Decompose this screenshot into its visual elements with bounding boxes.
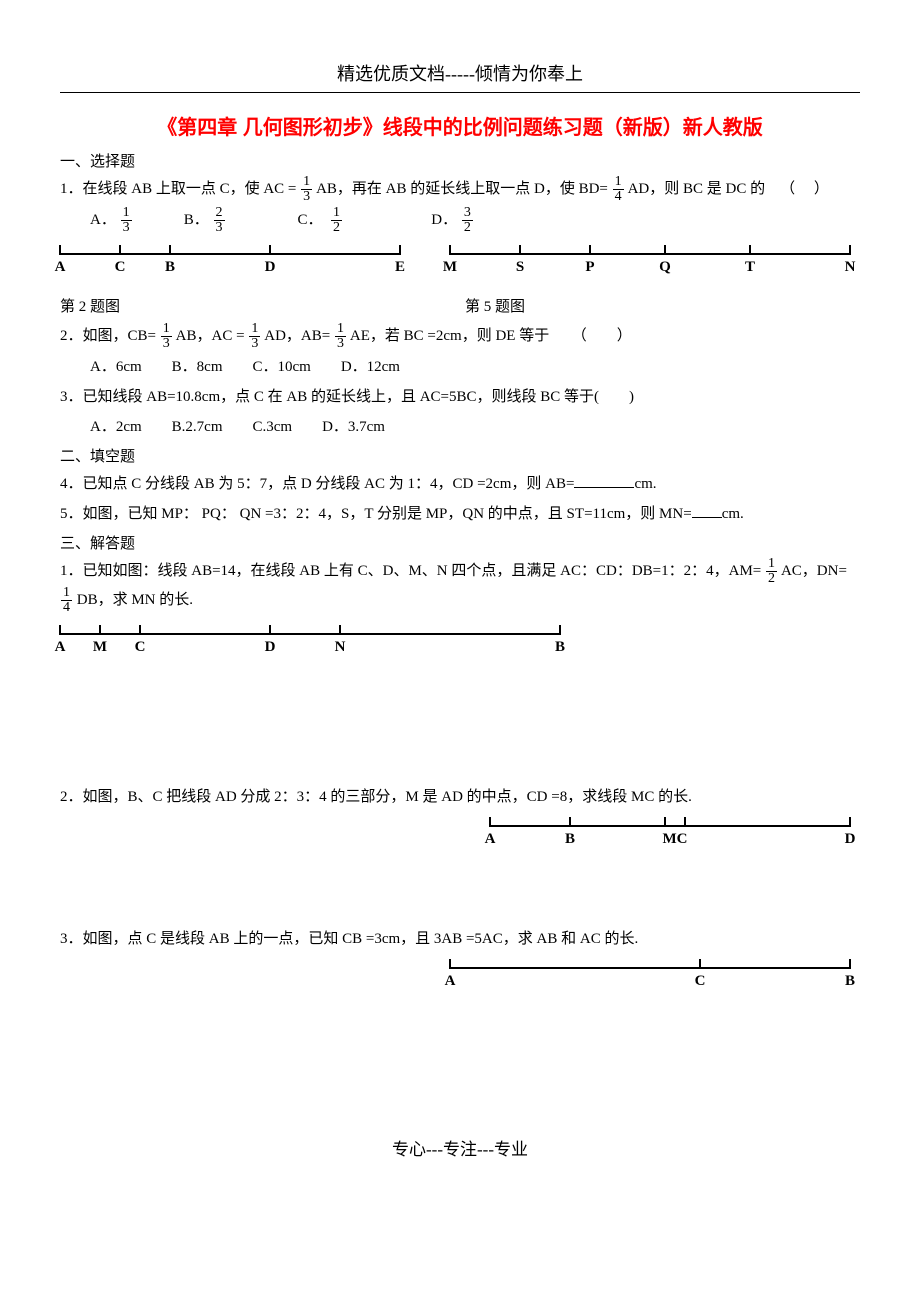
q2-f2d: 3 (249, 337, 260, 351)
q5-blank (692, 503, 722, 518)
q1-frac1: 13 (301, 175, 312, 204)
q1-oC-num: 1 (331, 206, 342, 221)
q1-optA-frac: 13 (121, 206, 132, 235)
q1-frac2: 14 (613, 175, 624, 204)
sa1-f2: 14 (61, 586, 72, 615)
q1-optB: B． 23 (184, 206, 294, 235)
q2-text: 2．如图，CB= 13 AB，AC = 13 AD，AB= 13 AE，若 BC… (60, 322, 860, 351)
q2-f2n: 1 (249, 322, 260, 337)
q1-oB-num: 2 (214, 206, 225, 221)
q4-text: 4．已知点 C 分线段 AB 为 5：7，点 D 分线段 AC 为 1：4，CD… (60, 470, 860, 498)
q3-text: 3．已知线段 AB=10.8cm，点 C 在 AB 的延长线上，且 AC=5BC… (60, 383, 860, 411)
diagram-row-1: ACBDE MSPQTN (60, 241, 860, 291)
q1-f1-den: 3 (301, 190, 312, 204)
diagram-sa1: AMCDNB (60, 621, 570, 671)
diagram-sa3: ACB (450, 955, 860, 1005)
sa1-f2n: 1 (61, 586, 72, 601)
diagram-right: MSPQTN (450, 241, 860, 291)
q2-f1n: 1 (161, 322, 172, 337)
q1-optC-frac: 12 (331, 206, 342, 235)
q1-optD: D． 32 (431, 206, 474, 235)
q1-f2-num: 1 (613, 175, 624, 190)
sa1-f1n: 1 (766, 557, 777, 572)
doc-title: 《第四章 几何图形初步》线段中的比例问题练习题（新版）新人教版 (60, 111, 860, 140)
q2-f2: 13 (249, 322, 260, 351)
diagram-captions: 第 2 题图 第 5 题图 (60, 295, 860, 316)
section-3-heading: 三、解答题 (60, 532, 860, 553)
caption-right: 第 5 题图 (455, 295, 860, 316)
caption-left: 第 2 题图 (60, 295, 455, 316)
sa1-text: 1．已知如图：线段 AB=14，在线段 AB 上有 C、D、M、N 四个点，且满… (60, 557, 860, 615)
q2-f3n: 1 (335, 322, 346, 337)
q1-optD-frac: 32 (462, 206, 473, 235)
q2-m2: AD，AB= (264, 328, 330, 344)
q1-oA-den: 3 (121, 221, 132, 235)
q1-oC-den: 2 (331, 221, 342, 235)
q2-f3: 13 (335, 322, 346, 351)
q1-optC: C． 12 (298, 206, 428, 235)
q1-f1-num: 1 (301, 175, 312, 190)
q1-optA: A． 13 (90, 206, 180, 235)
q5-tail: cm. (722, 506, 744, 522)
sa1-mid: AC，DN= (781, 563, 847, 579)
q2-m1: AB，AC = (176, 328, 245, 344)
diagram-sa2: ABMCD (490, 813, 860, 863)
q1-optB-frac: 23 (214, 206, 225, 235)
q1-optC-label: C． (298, 206, 323, 234)
q1-pre: 1．在线段 AB 上取一点 C，使 AC = (60, 181, 296, 197)
q4-tail: cm. (634, 476, 656, 492)
q2-f3d: 3 (335, 337, 346, 351)
q1-oD-num: 3 (462, 206, 473, 221)
q3-options: A．2cm B.2.7cm C.3cm D．3.7cm (60, 413, 860, 441)
sa1-f1d: 2 (766, 572, 777, 586)
sa1-tail: DB，求 MN 的长. (77, 592, 193, 608)
q2-f1: 13 (161, 322, 172, 351)
q1-optD-label: D． (431, 206, 457, 234)
q4-blank (574, 473, 634, 488)
q2-m3: AE，若 BC =2cm，则 DE 等于 （ ） (350, 328, 632, 344)
sa1-pre: 1．已知如图：线段 AB=14，在线段 AB 上有 C、D、M、N 四个点，且满… (60, 563, 761, 579)
diagram-left: ACBDE (60, 241, 410, 291)
q1-optA-label: A． (90, 206, 116, 234)
sa1-f2d: 4 (61, 601, 72, 615)
q1-oD-den: 2 (462, 221, 473, 235)
q1-oA-num: 1 (121, 206, 132, 221)
sa1-f1: 12 (766, 557, 777, 586)
q2-f1d: 3 (161, 337, 172, 351)
q5-text: 5．如图，已知 MP： PQ： QN =3：2：4，S，T 分别是 MP，QN … (60, 500, 860, 528)
q1-tail: AD，则 BC 是 DC 的 (628, 181, 766, 197)
section-2-heading: 二、填空题 (60, 445, 860, 466)
sa2-text: 2．如图，B、C 把线段 AD 分成 2：3：4 的三部分，M 是 AD 的中点… (60, 783, 860, 811)
q2-options: A．6cm B．8cm C．10cm D．12cm (60, 353, 860, 381)
q2-pre: 2．如图，CB= (60, 328, 156, 344)
q5-pre: 5．如图，已知 MP： PQ： QN =3：2：4，S，T 分别是 MP，QN … (60, 506, 692, 522)
q1-f2-den: 4 (613, 190, 624, 204)
sa3-text: 3．如图，点 C 是线段 AB 上的一点，已知 CB =3cm，且 3AB =5… (60, 925, 860, 953)
q4-pre: 4．已知点 C 分线段 AB 为 5：7，点 D 分线段 AC 为 1：4，CD… (60, 476, 574, 492)
page-header: 精选优质文档-----倾情为你奉上 (60, 60, 860, 86)
section-1-heading: 一、选择题 (60, 150, 860, 171)
q1-paren: （ ） (780, 181, 829, 197)
q1-oB-den: 3 (214, 221, 225, 235)
page-footer: 专心---专注---专业 (60, 1135, 860, 1160)
q1-text: 1．在线段 AB 上取一点 C，使 AC = 13 AB，再在 AB 的延长线上… (60, 175, 860, 204)
header-rule (60, 92, 860, 93)
q1-options: A． 13 B． 23 C． 12 D． 32 (60, 206, 860, 235)
q1-mid1: AB，再在 AB 的延长线上取一点 D，使 BD= (316, 181, 608, 197)
q1-optB-label: B． (184, 206, 209, 234)
